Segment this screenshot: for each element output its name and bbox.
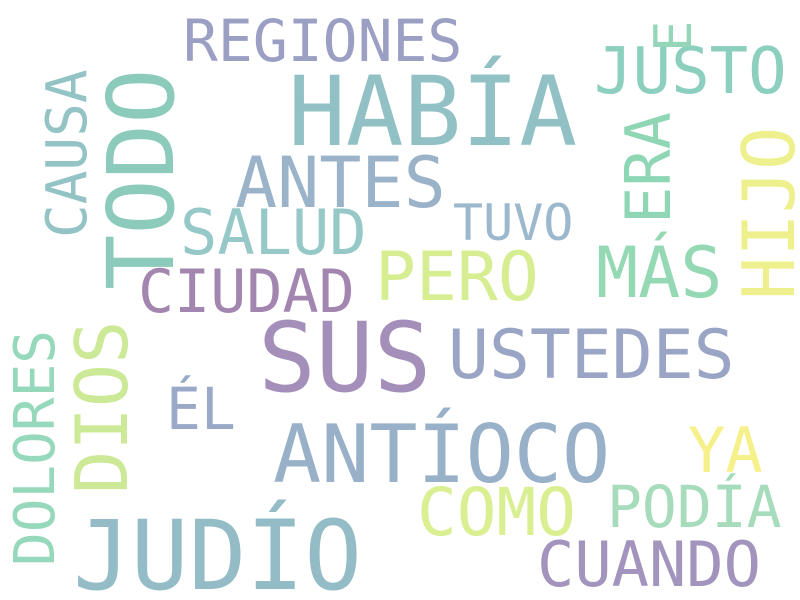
- word-causa: CAUSA: [35, 69, 100, 238]
- word-habia: HABÍA: [288, 56, 577, 168]
- word-cuando: CUANDO: [537, 528, 761, 600]
- word-ustedes: USTEDES: [448, 316, 735, 395]
- word-e: E: [644, 20, 704, 52]
- word-salud: SALUD: [180, 196, 367, 269]
- word-regiones: REGIONES: [183, 7, 463, 75]
- word-ciudad: CIUDAD: [138, 257, 355, 327]
- word-justo: JUSTO: [594, 35, 787, 109]
- word-judio: JUDÍO: [73, 500, 362, 600]
- word-el: ÉL: [166, 375, 236, 443]
- word-como: COMO: [417, 474, 576, 551]
- word-dolores: DOLORES: [3, 329, 68, 566]
- word-podia: PODÍA: [607, 473, 782, 541]
- word-dios: DIOS: [60, 320, 144, 494]
- word-ya: YA: [688, 414, 763, 487]
- word-pero: PERO: [375, 238, 539, 317]
- word-mas: MÁS: [596, 232, 723, 314]
- word-antioco: ANTÍOCO: [273, 408, 611, 501]
- word-hijo: HIJO: [727, 126, 800, 300]
- word-era: ERA: [612, 112, 685, 224]
- word-antes: ANTES: [235, 142, 446, 224]
- word-tuvo: TUVO: [453, 194, 574, 252]
- word-sus: SUS: [258, 302, 432, 414]
